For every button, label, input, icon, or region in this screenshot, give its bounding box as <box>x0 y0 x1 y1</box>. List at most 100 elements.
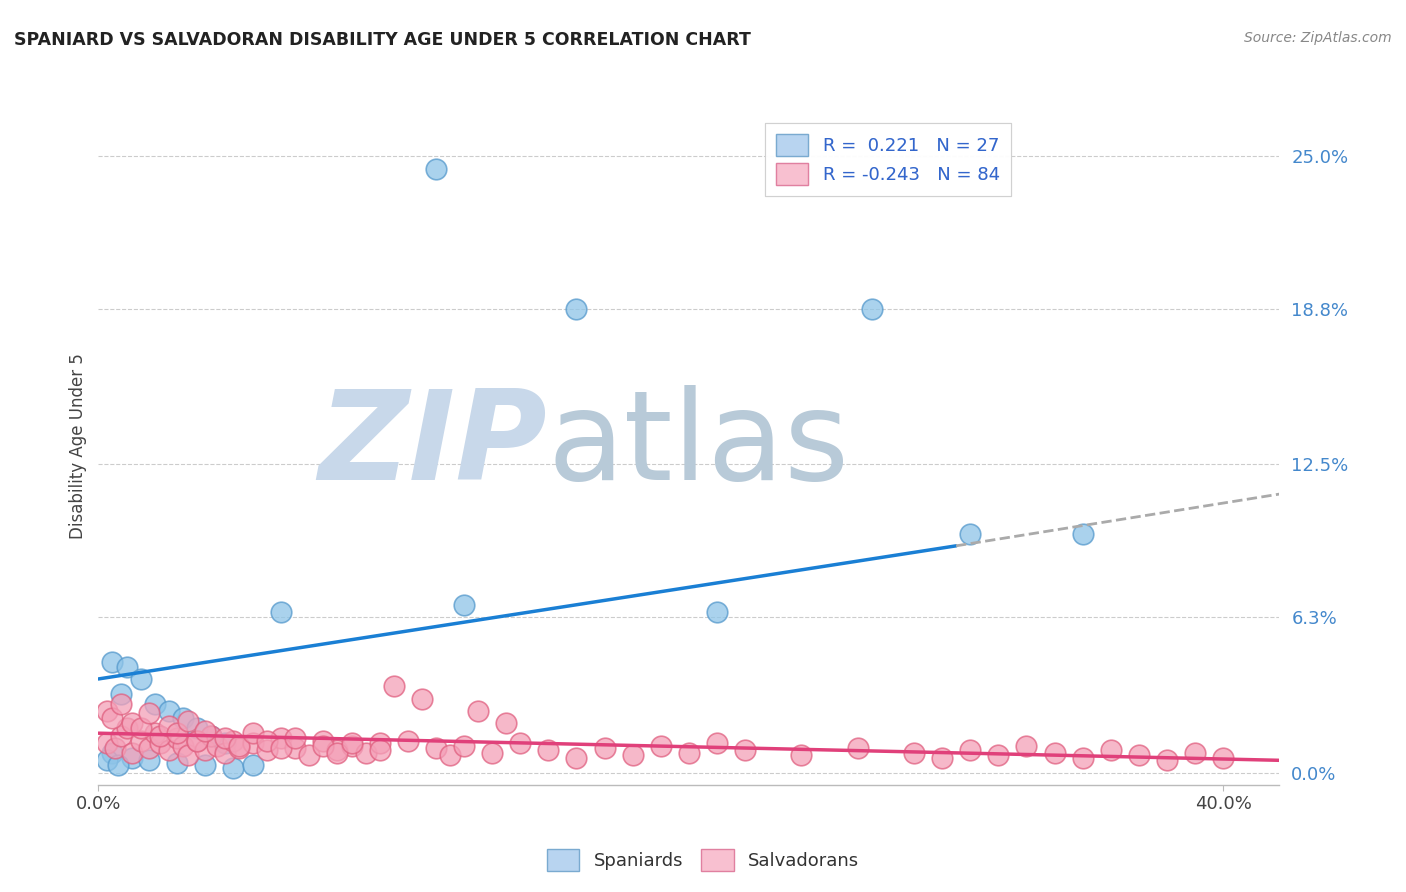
Point <box>903 746 925 760</box>
Point <box>186 721 208 735</box>
Point <box>242 758 264 772</box>
Point <box>157 704 180 718</box>
Point <box>284 741 307 756</box>
Point <box>846 741 869 756</box>
Point <box>284 731 307 745</box>
Point <box>593 741 616 756</box>
Point <box>110 687 132 701</box>
Point <box>706 736 728 750</box>
Point <box>734 743 756 757</box>
Point <box>96 753 118 767</box>
Legend: R =  0.221   N = 27, R = -0.243   N = 84: R = 0.221 N = 27, R = -0.243 N = 84 <box>765 123 1011 195</box>
Point <box>1156 753 1178 767</box>
Point <box>110 697 132 711</box>
Point <box>166 756 188 770</box>
Point <box>368 743 391 757</box>
Point <box>149 736 172 750</box>
Point <box>228 739 250 753</box>
Text: Source: ZipAtlas.com: Source: ZipAtlas.com <box>1244 31 1392 45</box>
Point <box>1184 746 1206 760</box>
Point <box>425 161 447 176</box>
Point <box>138 741 160 756</box>
Point <box>104 741 127 756</box>
Point <box>115 659 138 673</box>
Point <box>439 748 461 763</box>
Point <box>186 733 208 747</box>
Point <box>214 731 236 745</box>
Text: SPANIARD VS SALVADORAN DISABILITY AGE UNDER 5 CORRELATION CHART: SPANIARD VS SALVADORAN DISABILITY AGE UN… <box>14 31 751 49</box>
Point <box>143 726 166 740</box>
Y-axis label: Disability Age Under 5: Disability Age Under 5 <box>69 353 87 539</box>
Point <box>200 729 222 743</box>
Point <box>194 758 217 772</box>
Point <box>121 746 143 760</box>
Point <box>110 729 132 743</box>
Point <box>200 729 222 743</box>
Point <box>1071 526 1094 541</box>
Point <box>143 697 166 711</box>
Point <box>326 746 349 760</box>
Point <box>228 741 250 756</box>
Point <box>242 736 264 750</box>
Legend: Spaniards, Salvadorans: Spaniards, Salvadorans <box>540 842 866 879</box>
Point <box>214 736 236 750</box>
Point <box>138 706 160 721</box>
Point <box>129 672 152 686</box>
Point <box>678 746 700 760</box>
Point <box>565 302 588 317</box>
Point <box>790 748 813 763</box>
Point <box>1128 748 1150 763</box>
Point <box>166 726 188 740</box>
Point <box>242 726 264 740</box>
Point <box>509 736 531 750</box>
Point <box>186 733 208 747</box>
Point <box>214 746 236 760</box>
Point <box>205 739 228 753</box>
Point <box>1015 739 1038 753</box>
Point <box>706 606 728 620</box>
Point <box>453 739 475 753</box>
Point <box>396 733 419 747</box>
Point <box>959 743 981 757</box>
Point <box>157 743 180 757</box>
Point <box>1043 746 1066 760</box>
Point <box>340 736 363 750</box>
Point <box>495 716 517 731</box>
Point <box>194 723 217 738</box>
Point <box>931 751 953 765</box>
Point <box>411 691 433 706</box>
Point <box>222 761 245 775</box>
Point <box>101 655 124 669</box>
Point <box>354 746 377 760</box>
Point <box>621 748 644 763</box>
Point <box>138 753 160 767</box>
Point <box>537 743 560 757</box>
Point <box>129 733 152 747</box>
Point <box>270 741 292 756</box>
Point <box>149 729 172 743</box>
Point <box>312 733 335 747</box>
Point <box>959 526 981 541</box>
Point <box>860 302 883 317</box>
Point <box>121 751 143 765</box>
Point <box>340 739 363 753</box>
Point <box>382 679 405 693</box>
Text: atlas: atlas <box>547 385 849 507</box>
Point <box>1099 743 1122 757</box>
Point <box>1071 751 1094 765</box>
Point <box>368 736 391 750</box>
Point <box>121 716 143 731</box>
Point <box>194 743 217 757</box>
Point <box>256 743 278 757</box>
Point <box>270 731 292 745</box>
Point <box>177 748 200 763</box>
Point <box>650 739 672 753</box>
Point <box>467 704 489 718</box>
Point <box>172 711 194 725</box>
Point <box>481 746 503 760</box>
Point <box>312 739 335 753</box>
Point <box>1212 751 1234 765</box>
Point <box>172 739 194 753</box>
Text: ZIP: ZIP <box>319 385 547 507</box>
Point <box>166 731 188 745</box>
